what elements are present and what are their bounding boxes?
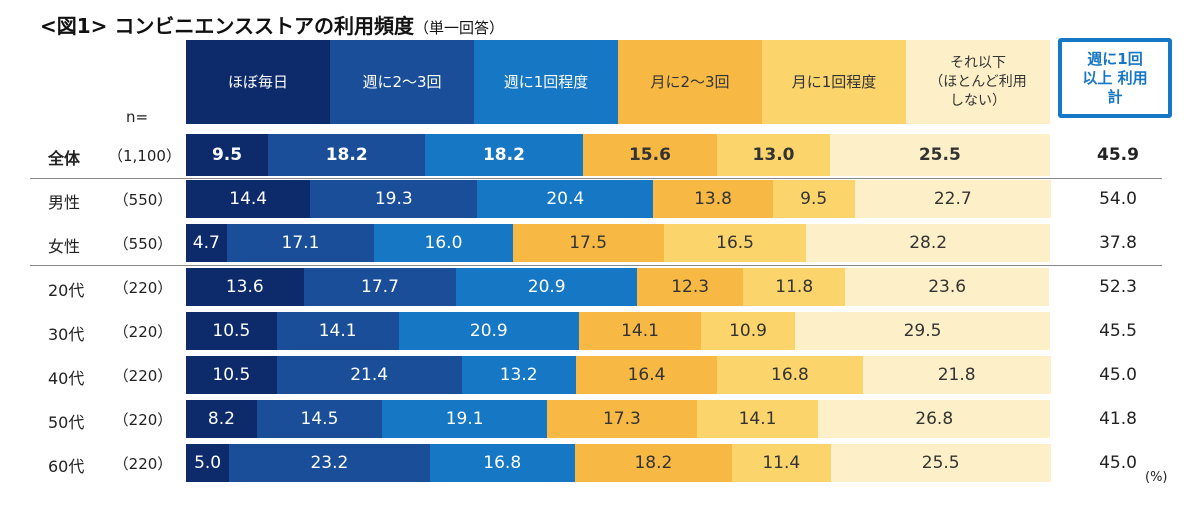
bar-segment: 17.3 bbox=[547, 400, 697, 438]
row-n: （1,100） bbox=[108, 147, 181, 165]
bar-segment: 28.2 bbox=[806, 224, 1050, 262]
bar-segment: 10.5 bbox=[186, 356, 277, 394]
bar-segment: 13.6 bbox=[186, 268, 304, 306]
bar-segment: 14.1 bbox=[696, 400, 819, 438]
bar-segment: 13.2 bbox=[461, 356, 576, 394]
legend-header-2: 週に1回程度 bbox=[474, 40, 618, 124]
bar-segment: 18.2 bbox=[425, 134, 583, 176]
bar-segment: 17.7 bbox=[303, 268, 457, 306]
bar-segment: 4.7 bbox=[186, 224, 227, 262]
separator bbox=[30, 265, 1162, 266]
bar-segment: 8.2 bbox=[186, 400, 257, 438]
bar-segment: 25.5 bbox=[829, 134, 1050, 176]
bar-segment: 16.4 bbox=[575, 356, 718, 394]
title-text: <図1> コンビニエンスストアの利用頻度 bbox=[40, 14, 414, 38]
row-label: 女性 bbox=[48, 237, 81, 256]
bar-segment: 11.8 bbox=[743, 268, 846, 306]
row-n: （220） bbox=[113, 455, 173, 473]
legend-header-1: 週に2〜3回 bbox=[330, 40, 474, 124]
total-value: 54.0 bbox=[1099, 189, 1137, 209]
bar-segment: 14.4 bbox=[186, 180, 311, 218]
row-n: （220） bbox=[113, 279, 173, 297]
bar-segment: 5.0 bbox=[186, 444, 230, 482]
n-label: n= bbox=[126, 108, 149, 126]
row-label: 男性 bbox=[48, 193, 81, 212]
bar-segment: 10.9 bbox=[700, 312, 796, 350]
total-value: 37.8 bbox=[1099, 233, 1137, 253]
row-label: 全体 bbox=[48, 149, 81, 168]
bar-segment: 13.8 bbox=[653, 180, 773, 218]
bar-segment: 20.9 bbox=[456, 268, 637, 306]
legend-header-3: 月に2〜3回 bbox=[618, 40, 762, 124]
row-label: 30代 bbox=[48, 325, 85, 344]
bar-segment: 14.1 bbox=[276, 312, 399, 350]
bar-segment: 25.5 bbox=[830, 444, 1051, 482]
bar-segment: 11.4 bbox=[732, 444, 831, 482]
bar-segment: 20.9 bbox=[398, 312, 580, 350]
legend-header-0: ほぼ毎日 bbox=[186, 40, 330, 124]
bar-segment: 23.2 bbox=[229, 444, 430, 482]
total-value: 45.5 bbox=[1099, 321, 1137, 341]
total-value: 52.3 bbox=[1099, 277, 1137, 297]
total-value: 41.8 bbox=[1099, 409, 1137, 429]
row-n: （220） bbox=[113, 323, 173, 341]
bar-segment: 22.7 bbox=[854, 180, 1051, 218]
row-n: （220） bbox=[113, 411, 173, 429]
bar-segment: 19.3 bbox=[310, 180, 478, 218]
total-value: 45.9 bbox=[1097, 145, 1139, 165]
row-label: 20代 bbox=[48, 281, 85, 300]
bar-segment: 17.1 bbox=[226, 224, 375, 262]
subtitle: （単一回答） bbox=[414, 19, 505, 37]
bar-segment: 9.5 bbox=[772, 180, 855, 218]
row-label: 60代 bbox=[48, 457, 85, 476]
bar-segment: 21.8 bbox=[862, 356, 1051, 394]
total-header: 週に1回 以上 利用 計 bbox=[1058, 38, 1172, 118]
bar-segment: 15.6 bbox=[582, 134, 718, 176]
row-label: 50代 bbox=[48, 413, 85, 432]
bar-segment: 14.5 bbox=[256, 400, 383, 438]
chart-title: <図1> コンビニエンスストアの利用頻度（単一回答） bbox=[40, 10, 504, 39]
bar-segment: 10.5 bbox=[186, 312, 277, 350]
bar-segment: 16.8 bbox=[717, 356, 863, 394]
legend-header-4: 月に1回程度 bbox=[762, 40, 906, 124]
row-label: 40代 bbox=[48, 369, 85, 388]
unit-label: (%) bbox=[1145, 470, 1168, 485]
row-n: （550） bbox=[113, 235, 173, 253]
bar-segment: 18.2 bbox=[574, 444, 733, 482]
bar-segment: 26.8 bbox=[818, 400, 1050, 438]
total-value: 45.0 bbox=[1099, 453, 1137, 473]
row-n: （220） bbox=[113, 367, 173, 385]
bar-segment: 21.4 bbox=[276, 356, 462, 394]
legend-header-5: それ以下 （ほとんど利用 しない） bbox=[906, 40, 1050, 124]
bar-segment: 13.0 bbox=[717, 134, 830, 176]
bar-segment: 19.1 bbox=[382, 400, 548, 438]
bar-segment: 16.8 bbox=[429, 444, 575, 482]
bar-segment: 18.2 bbox=[268, 134, 426, 176]
bar-segment: 14.1 bbox=[579, 312, 701, 350]
row-n: （550） bbox=[113, 191, 173, 209]
bar-segment: 23.6 bbox=[845, 268, 1050, 306]
bar-segment: 20.4 bbox=[477, 180, 654, 218]
separator bbox=[30, 178, 1162, 179]
bar-segment: 16.5 bbox=[663, 224, 807, 262]
bar-segment: 16.0 bbox=[374, 224, 513, 262]
bar-segment: 17.5 bbox=[512, 224, 664, 262]
total-value: 45.0 bbox=[1099, 365, 1137, 385]
bar-segment: 9.5 bbox=[186, 134, 269, 176]
bar-segment: 29.5 bbox=[795, 312, 1050, 350]
bar-segment: 12.3 bbox=[637, 268, 744, 306]
